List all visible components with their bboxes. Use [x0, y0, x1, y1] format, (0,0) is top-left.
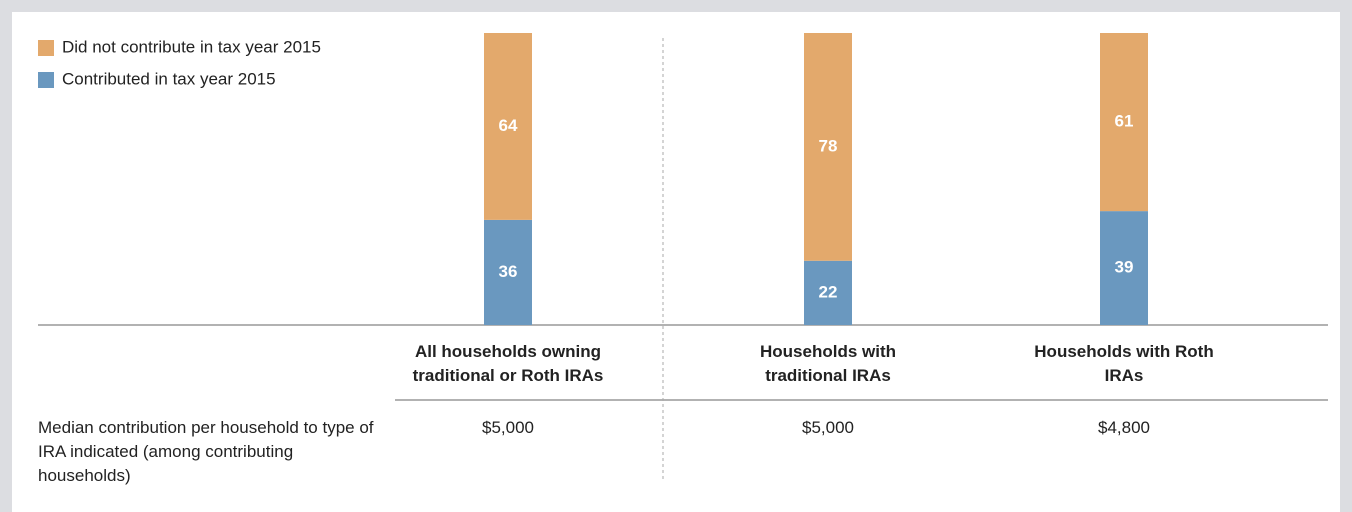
bar-segment [1100, 211, 1148, 325]
row-value: $4,800 [1098, 418, 1150, 437]
legend-label: Did not contribute in tax year 2015 [62, 37, 321, 56]
bar-segment [804, 33, 852, 261]
row-value: $5,000 [482, 418, 534, 437]
category-label: Households with Roth IRAs [1034, 342, 1214, 385]
bar-segment [804, 260, 852, 325]
bar-segment [484, 219, 532, 325]
value-label: 39 [1115, 258, 1134, 277]
value-label: 36 [499, 262, 518, 281]
row-value: $5,000 [802, 418, 854, 437]
legend-label: Contributed in tax year 2015 [62, 69, 276, 88]
row-label: Median contribution per household to typ… [38, 418, 374, 485]
bar-segment [484, 33, 532, 220]
legend-swatch [38, 72, 54, 88]
legend-swatch [38, 40, 54, 56]
category-label: Households with traditional IRAs [760, 342, 896, 385]
bar-segment [1100, 33, 1148, 212]
value-label: 78 [819, 136, 838, 155]
category-label: All households owning traditional or Rot… [412, 342, 604, 385]
value-label: 64 [499, 116, 518, 135]
value-label: 22 [819, 282, 838, 301]
value-label: 61 [1115, 112, 1134, 131]
